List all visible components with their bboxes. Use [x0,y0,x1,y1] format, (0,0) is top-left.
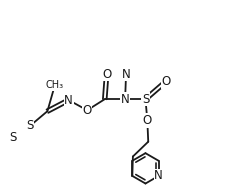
Text: S: S [142,93,149,106]
Text: N: N [154,169,163,182]
Text: O: O [161,75,170,88]
Text: N: N [64,94,73,107]
Text: N: N [121,93,129,106]
Text: O: O [143,114,152,127]
Text: S: S [26,120,33,132]
Text: S: S [9,131,17,144]
Text: O: O [102,68,111,81]
Text: N: N [122,68,130,81]
Text: CH₃: CH₃ [46,80,64,90]
Text: O: O [83,104,92,117]
